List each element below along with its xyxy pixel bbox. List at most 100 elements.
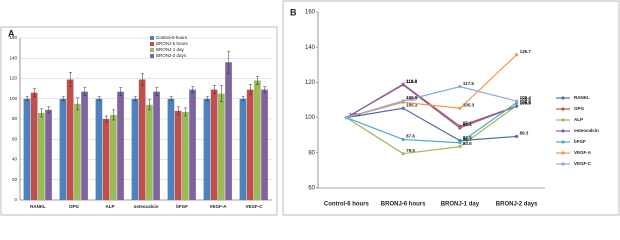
x-tick-label: bFGF	[176, 204, 188, 209]
bar	[138, 79, 146, 200]
point	[458, 145, 462, 149]
value-label: 79.5	[406, 148, 415, 153]
value-label: 109.4	[520, 95, 532, 100]
error-bar	[61, 96, 65, 102]
point	[515, 104, 519, 108]
bar	[59, 98, 67, 200]
bar	[66, 79, 74, 200]
y-tick-label: 160	[305, 10, 316, 16]
bar	[218, 93, 225, 200]
value-label: 135.7	[520, 49, 532, 54]
error-bar	[148, 99, 152, 111]
point	[401, 106, 405, 110]
line	[346, 107, 517, 142]
bar	[117, 91, 124, 200]
point	[401, 99, 405, 103]
value-label: 106.5	[520, 100, 532, 105]
legend-label: OPG	[574, 106, 585, 111]
error-bar	[104, 115, 108, 123]
line	[346, 102, 517, 144]
bar	[110, 114, 117, 200]
value-label: 89.3	[520, 131, 529, 136]
value-label: 87.6	[406, 134, 415, 139]
bar	[167, 98, 175, 200]
bar	[30, 92, 38, 200]
point	[401, 83, 405, 87]
y-tick-label: 100	[305, 115, 316, 121]
value-label: 105.3	[406, 102, 418, 107]
legend-marker	[561, 162, 565, 166]
y-tick-label: 140	[9, 55, 17, 60]
bar	[102, 119, 110, 200]
x-tick-label: OPG	[69, 204, 80, 209]
legend-label: VEGF-C	[574, 161, 592, 166]
bar	[261, 89, 268, 200]
y-tick-label: 60	[308, 186, 315, 192]
x-tick-label: Control-6 hours	[324, 202, 370, 208]
y-tick-label: 20	[12, 177, 18, 182]
x-tick-label: ALP	[106, 204, 115, 209]
bar	[174, 110, 182, 200]
y-tick-label: 100	[9, 96, 17, 101]
legend-label: ALP	[574, 117, 583, 122]
x-tick-label: VEGF-C	[245, 204, 263, 209]
legend-label: BRONJ-6 hours	[156, 41, 189, 46]
panel-label: A	[8, 28, 15, 38]
point	[515, 53, 519, 57]
value-label: 106.9	[520, 100, 532, 105]
point	[458, 126, 462, 130]
value-label: 83.5	[463, 141, 472, 146]
bar	[210, 89, 218, 200]
y-tick-label: 80	[12, 116, 18, 121]
value-label: 85.7	[463, 137, 472, 142]
error-bar	[205, 96, 209, 102]
bar	[131, 98, 139, 200]
value-label: 100.0	[349, 112, 361, 117]
bar	[81, 91, 88, 200]
value-label: 106.5	[520, 100, 532, 105]
point	[401, 137, 405, 142]
value-label: 108.5	[520, 97, 532, 102]
y-tick-label: 40	[12, 157, 18, 162]
legend-marker	[561, 107, 565, 111]
panel-label: B	[290, 7, 297, 17]
error-bar	[227, 50, 231, 74]
legend-swatch	[150, 54, 154, 58]
error-bar	[176, 106, 180, 116]
legend-marker	[561, 140, 565, 144]
error-bar	[119, 87, 123, 96]
x-tick-label: RANKL	[30, 204, 46, 209]
bar	[203, 98, 211, 200]
value-label: 94.1	[463, 122, 472, 127]
line	[346, 84, 517, 129]
legend-marker	[561, 118, 565, 122]
bar	[95, 98, 103, 200]
line	[346, 54, 518, 119]
x-tick-label: VEGF-A	[209, 204, 227, 209]
x-tick-label: BRONJ-1 day	[441, 202, 480, 208]
point	[458, 85, 462, 89]
error-bar	[133, 96, 137, 102]
bar	[45, 109, 52, 200]
bar	[153, 91, 160, 200]
error-bar	[248, 84, 252, 95]
x-tick-label: BRONJ-2 days	[496, 202, 538, 208]
error-bar	[220, 85, 224, 103]
value-label: 119.0	[406, 78, 418, 83]
panel-b-frame	[282, 0, 620, 216]
bar	[239, 98, 247, 200]
point	[458, 106, 462, 110]
error-bar	[263, 86, 267, 93]
legend-swatch	[150, 48, 154, 52]
bar	[182, 111, 189, 200]
y-tick-label: 140	[305, 45, 316, 51]
y-tick-label: 120	[305, 80, 316, 86]
legend-label: VEGF-A	[574, 150, 592, 155]
bar	[189, 89, 196, 200]
x-tick-label: osteocalcin	[134, 204, 159, 209]
legend-label: BRONJ-1 day	[156, 47, 185, 52]
error-bar	[169, 96, 173, 102]
error-bar	[191, 86, 195, 93]
legend-label: RANKL	[574, 95, 590, 100]
error-bar	[256, 76, 260, 85]
